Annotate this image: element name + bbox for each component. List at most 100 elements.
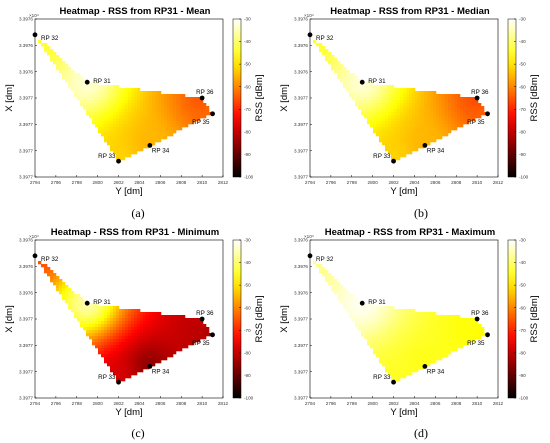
heat-cell	[460, 342, 464, 346]
figure-caption: (a)	[131, 206, 145, 220]
heat-cell	[110, 103, 114, 107]
heat-cell	[433, 339, 437, 343]
heat-cell	[418, 357, 422, 361]
heat-cell	[83, 312, 87, 316]
heat-cell	[460, 97, 464, 101]
heat-cell	[475, 112, 479, 116]
heat-cell	[463, 121, 467, 125]
heat-cell	[400, 336, 404, 340]
heat-cell	[125, 121, 129, 125]
heat-cell	[77, 318, 81, 322]
heat-cell	[445, 339, 449, 343]
heat-cell	[128, 354, 132, 358]
heat-cell	[391, 85, 395, 89]
heat-cell	[185, 97, 189, 101]
heat-cell	[137, 91, 141, 95]
heat-cell	[337, 76, 341, 80]
heat-cell	[161, 118, 165, 122]
heat-cell	[460, 324, 464, 328]
heat-cell	[403, 360, 407, 364]
heat-cell	[50, 276, 54, 280]
heat-cell	[155, 115, 159, 119]
heat-cell	[400, 318, 404, 322]
heat-cell	[98, 94, 102, 98]
heat-cell	[122, 154, 126, 158]
heat-cell	[143, 339, 147, 343]
heat-cell	[110, 363, 114, 367]
chart-title: Heatmap - RSS from RP31 - Minimum	[51, 227, 219, 238]
heat-cell	[89, 88, 93, 92]
heat-cell	[343, 297, 347, 301]
heat-cell	[397, 309, 401, 313]
heat-cell	[391, 318, 395, 322]
heat-cell	[134, 121, 138, 125]
heat-cell	[89, 330, 93, 334]
heat-cell	[391, 369, 395, 373]
heat-cell	[436, 318, 440, 322]
heat-cell	[331, 55, 335, 59]
colorbar	[507, 239, 517, 399]
heat-cell	[361, 88, 365, 92]
y-tick-label: 3.3977	[294, 148, 308, 153]
heat-cell	[406, 321, 410, 325]
heat-cell	[445, 100, 449, 104]
heat-cell	[397, 94, 401, 98]
heat-cell	[382, 318, 386, 322]
heat-cell	[74, 312, 78, 316]
heat-cell	[101, 354, 105, 358]
heat-cell	[38, 261, 42, 265]
heat-cell	[56, 282, 60, 286]
heat-cell	[406, 103, 410, 107]
heat-cell	[116, 366, 120, 370]
heat-cell	[358, 106, 362, 110]
heat-cell	[89, 303, 93, 307]
heat-cell	[131, 145, 135, 149]
heat-cell	[119, 309, 123, 313]
heat-cell	[409, 100, 413, 104]
heat-cell	[179, 345, 183, 349]
heat-cell	[143, 342, 147, 346]
heat-cell	[134, 369, 138, 373]
heat-cell	[439, 354, 443, 358]
colorbar	[232, 18, 242, 178]
heat-cell	[421, 333, 425, 337]
heat-cell	[469, 103, 473, 107]
heat-cell	[125, 88, 129, 92]
heat-cell	[448, 345, 452, 349]
y-tick-label: 3.3976	[19, 238, 33, 243]
heat-cell	[427, 315, 431, 319]
heat-cell	[62, 76, 66, 80]
heat-cell	[143, 312, 147, 316]
heat-cell	[325, 49, 329, 53]
heat-cell	[439, 324, 443, 328]
heat-cell	[403, 375, 407, 379]
heat-cell	[149, 321, 153, 325]
heat-cell	[125, 97, 129, 101]
heat-cell	[101, 318, 105, 322]
heat-cell	[110, 306, 114, 310]
heat-cell	[466, 118, 470, 122]
heat-cell	[349, 306, 353, 310]
heat-cell	[391, 157, 395, 161]
heat-cell	[134, 145, 138, 149]
heat-cell	[400, 357, 404, 361]
heat-cell	[44, 46, 48, 50]
heat-cell	[134, 342, 138, 346]
heat-cell	[155, 91, 159, 95]
heat-cell	[430, 118, 434, 122]
heat-cell	[370, 82, 374, 86]
heat-cell	[140, 330, 144, 334]
heat-cell	[110, 124, 114, 128]
heat-cell	[155, 136, 159, 140]
heat-cell	[113, 363, 117, 367]
colorbar-tick-label: -50	[519, 62, 526, 67]
heat-cell	[188, 112, 192, 116]
heat-cell	[391, 112, 395, 116]
heat-cell	[373, 121, 377, 125]
heat-cell	[146, 136, 150, 140]
heat-cell	[179, 336, 183, 340]
heat-cell	[421, 360, 425, 364]
heat-cell	[194, 97, 198, 101]
heat-cell	[376, 109, 380, 113]
heat-cell	[418, 139, 422, 143]
